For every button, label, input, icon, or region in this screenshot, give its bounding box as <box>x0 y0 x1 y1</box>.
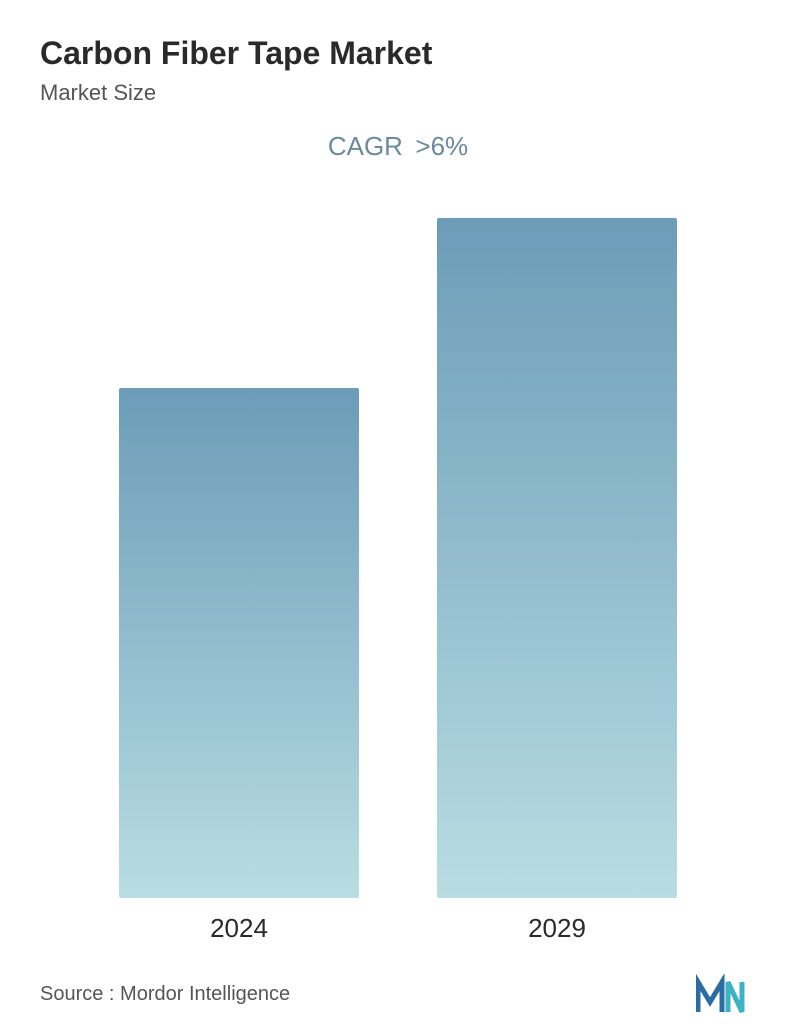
cagr-label: CAGR <box>328 131 403 161</box>
mordor-logo-icon <box>696 974 756 1014</box>
footer: Source : Mordor Intelligence <box>40 954 756 1014</box>
chart-title: Carbon Fiber Tape Market <box>40 35 756 72</box>
cagr-row: CAGR >6% <box>40 131 756 162</box>
bar-2029 <box>437 218 677 898</box>
bar-group-2029: 2029 <box>437 218 677 944</box>
source-text: Source : Mordor Intelligence <box>40 983 290 1006</box>
chart-area: 2024 2029 <box>40 177 756 944</box>
chart-container: Carbon Fiber Tape Market Market Size CAG… <box>0 0 796 1034</box>
bar-label-2024: 2024 <box>210 913 268 944</box>
bar-group-2024: 2024 <box>119 388 359 944</box>
chart-subtitle: Market Size <box>40 80 756 106</box>
bar-2024 <box>119 388 359 898</box>
bar-label-2029: 2029 <box>528 913 586 944</box>
cagr-value: >6% <box>415 131 468 161</box>
